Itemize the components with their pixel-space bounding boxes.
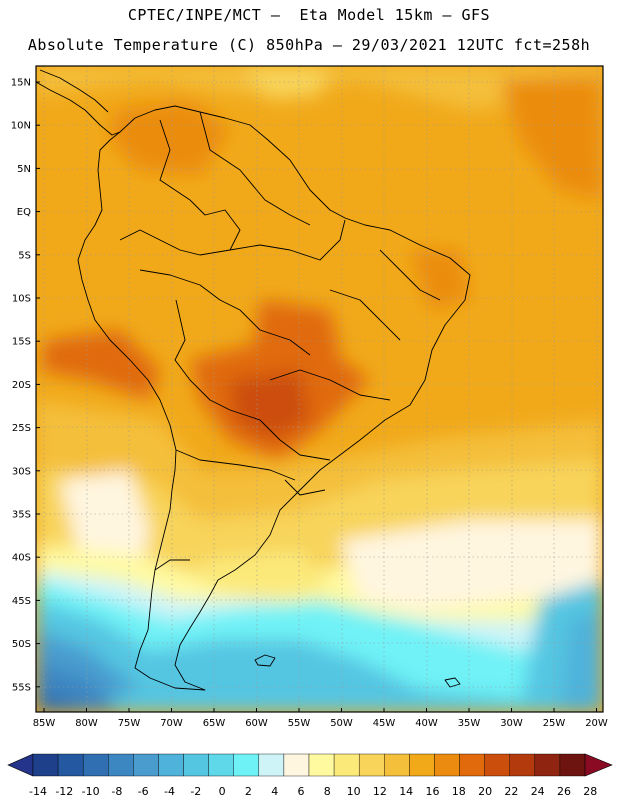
colorbar-swatch xyxy=(509,753,536,777)
colorbar-label: 4 xyxy=(271,785,278,798)
lon-label: 80W xyxy=(75,718,98,729)
colorbar-swatch xyxy=(183,753,209,777)
colorbar-label: 12 xyxy=(373,785,387,798)
longitude-labels: 85W 80W 75W 70W 65W 60W 55W 50W 45W 40W 35W 30W 25W 2… xyxy=(33,708,608,729)
colorbar-swatch xyxy=(459,753,485,777)
colorbar-label: 20 xyxy=(478,785,492,798)
colorbar-swatch xyxy=(233,753,260,777)
colorbar-label: -2 xyxy=(190,785,201,798)
lon-label: 85W xyxy=(33,718,56,729)
colorbar-label: 18 xyxy=(452,785,466,798)
colorbar-swatch xyxy=(534,753,561,777)
colorbar-swatch xyxy=(308,753,335,777)
colorbar-label: 10 xyxy=(347,785,361,798)
colorbar-label: 0 xyxy=(219,785,226,798)
colorbar-label: 26 xyxy=(557,785,571,798)
lat-label: 55S xyxy=(12,682,31,693)
colorbar-label: 24 xyxy=(531,785,545,798)
colorbar-swatch xyxy=(384,753,410,777)
lat-label: 5N xyxy=(17,164,31,175)
colorbar-label: 28 xyxy=(583,785,597,798)
lat-label: 10N xyxy=(11,121,31,132)
lat-label: 15S xyxy=(12,337,31,348)
colorbar-label: 6 xyxy=(298,785,305,798)
lat-label: 40S xyxy=(12,553,31,564)
colorbar-label: -4 xyxy=(164,785,175,798)
colorbar-swatch xyxy=(108,753,134,777)
colorbar-label: -6 xyxy=(138,785,149,798)
colorbar-label: -12 xyxy=(55,785,73,798)
colorbar-under-arrow xyxy=(7,753,34,777)
lat-label: 15N xyxy=(11,78,31,89)
chart-title-line1: CPTEC/INPE/MCT – Eta Model 15km – GFS xyxy=(127,6,491,24)
colorbar-swatch xyxy=(333,753,360,777)
lat-label: EQ xyxy=(17,207,31,218)
lon-label: 70W xyxy=(160,718,183,729)
colorbar-label: 2 xyxy=(245,785,252,798)
lon-label: 55W xyxy=(288,718,311,729)
colorbar-swatch xyxy=(57,753,84,777)
lon-label: 60W xyxy=(245,718,268,729)
lon-label: 20W xyxy=(585,718,608,729)
lon-label: 75W xyxy=(118,718,141,729)
lon-label: 65W xyxy=(203,718,226,729)
colorbar-label: 16 xyxy=(426,785,440,798)
colorbar-swatch xyxy=(283,753,310,777)
coastlines xyxy=(36,69,471,691)
colorbar-swatch xyxy=(434,753,460,777)
lat-label: 45S xyxy=(12,596,31,607)
lon-label: 30W xyxy=(500,718,523,729)
lon-label: 35W xyxy=(458,718,481,729)
colorbar-label: -14 xyxy=(29,785,47,798)
colorbar-swatch xyxy=(208,753,234,777)
colorbar: -14 -12 -10 -8 -6 -4 -2 0 2 4 6 8 10 12 14 16 18 20 22 24 26… xyxy=(7,753,613,798)
lat-label: 20S xyxy=(12,380,31,391)
colorbar-swatch xyxy=(82,753,109,777)
colorbar-swatch xyxy=(484,753,510,777)
colorbar-label: -10 xyxy=(82,785,100,798)
lat-label: 35S xyxy=(12,510,31,521)
colorbar-swatch xyxy=(409,753,435,777)
lat-label: 5S xyxy=(18,250,31,261)
colorbar-over-arrow xyxy=(584,753,613,777)
lon-label: 25W xyxy=(543,718,566,729)
colorbar-label: -8 xyxy=(111,785,122,798)
colorbar-swatch xyxy=(559,753,586,777)
colorbar-label: 8 xyxy=(324,785,331,798)
latitude-labels: 15N 10N 5N EQ 5S 10S 15S 20S 25S 30S 35S 40S 45S 50S 5… xyxy=(11,78,40,693)
lat-label: 10S xyxy=(12,294,31,305)
temperature-field xyxy=(36,66,603,712)
colorbar-swatch xyxy=(258,753,285,777)
lon-label: 45W xyxy=(373,718,396,729)
chart-title-line2: Absolute Temperature (C) 850hPa – 29/03/… xyxy=(27,36,591,54)
colorbar-swatch xyxy=(32,753,59,777)
colorbar-swatch xyxy=(358,753,385,777)
lat-label: 50S xyxy=(12,639,31,650)
colorbar-swatch xyxy=(158,753,184,777)
colorbar-label: 14 xyxy=(399,785,413,798)
lat-label: 25S xyxy=(12,423,31,434)
lat-label: 30S xyxy=(12,466,31,477)
colorbar-label: 22 xyxy=(504,785,518,798)
lon-label: 40W xyxy=(415,718,438,729)
lon-label: 50W xyxy=(330,718,353,729)
colorbar-swatch xyxy=(133,753,159,777)
map-frame xyxy=(35,65,604,713)
